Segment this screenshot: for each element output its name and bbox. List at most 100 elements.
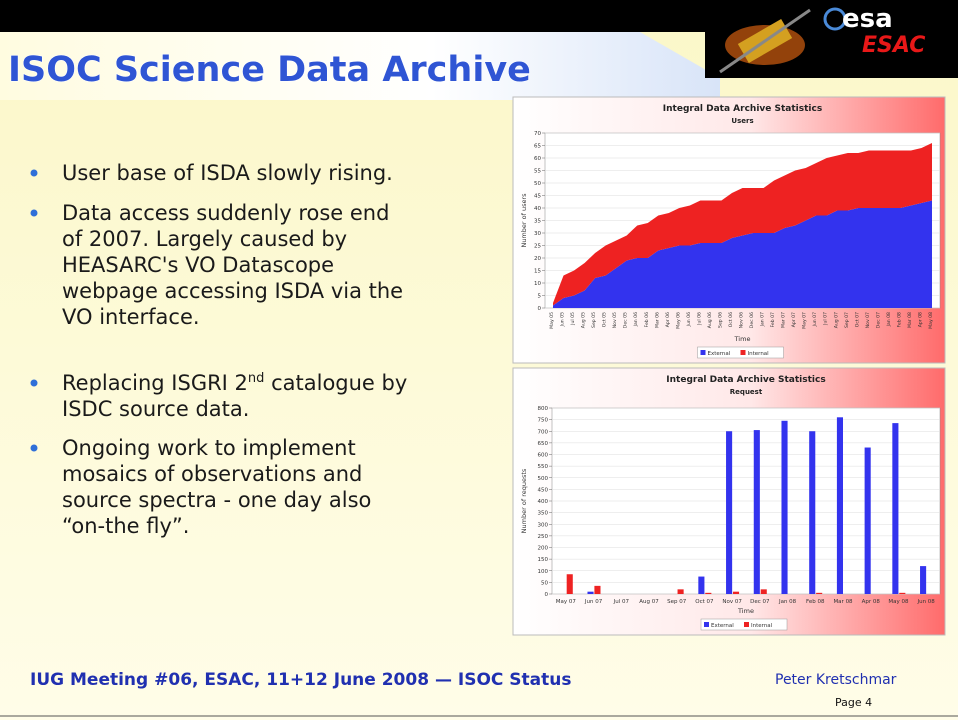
x-tick-label: Sep 07 — [667, 599, 687, 605]
x-tick-label: Jun 05 — [560, 312, 566, 328]
x-tick-label: Apr 07 — [791, 312, 797, 327]
legend-label: Internal — [748, 351, 770, 357]
bullet-text: catalogue by — [264, 371, 407, 395]
y-tick-label: 600 — [538, 453, 549, 459]
x-tick-label: Dec 07 — [750, 599, 770, 605]
x-tick-label: Jan 08 — [886, 312, 892, 327]
footer-page: Page 4 — [835, 696, 872, 709]
x-tick-label: Feb 07 — [770, 312, 776, 328]
x-tick-label: Nov 07 — [722, 599, 742, 605]
bullet-line: Data access suddenly rose end — [62, 201, 389, 225]
y-tick-label: 0 — [538, 306, 542, 312]
y-tick-label: 200 — [538, 546, 549, 552]
x-tick-label: Apr 06 — [665, 312, 671, 327]
y-tick-label: 40 — [534, 206, 541, 212]
x-tick-label: Nov 05 — [612, 312, 618, 328]
x-tick-label: Sep 07 — [844, 312, 850, 328]
x-tick-label: Sep 06 — [717, 312, 723, 328]
y-tick-label: 30 — [534, 231, 541, 237]
bullet-dot — [31, 380, 38, 387]
bullet-line: Ongoing work to implement — [62, 436, 356, 460]
x-tick-label: May 07 — [802, 312, 808, 329]
y-tick-label: 50 — [534, 181, 541, 187]
x-tick-label: Jul 06 — [696, 312, 702, 326]
y-tick-label: 5 — [538, 294, 542, 300]
footer-meeting: IUG Meeting #06, ESAC, 11+12 June 2008 —… — [30, 670, 571, 690]
bullet-dot — [31, 170, 38, 177]
x-tick-label: Aug 07 — [833, 312, 839, 328]
x-tick-label: May 06 — [675, 312, 681, 329]
x-tick-label: Feb 08 — [806, 599, 825, 605]
y-tick-label: 400 — [538, 499, 549, 505]
bar — [705, 593, 711, 594]
y-tick-label: 50 — [541, 580, 548, 586]
y-tick-label: 65 — [534, 144, 541, 150]
y-tick-label: 250 — [538, 534, 549, 540]
x-tick-label: Jul 07 — [613, 599, 630, 605]
y-tick-label: 750 — [538, 418, 549, 424]
bar — [678, 589, 684, 594]
bar — [809, 431, 815, 594]
x-tick-label: Feb 06 — [644, 312, 650, 328]
x-tick-label: Nov 06 — [739, 312, 745, 328]
x-tick-label: Mar 08 — [907, 312, 913, 328]
y-axis-label: Number of users — [520, 193, 528, 248]
bullet-line: Replacing ISGRI 2nd catalogue by — [62, 371, 407, 395]
chart: Integral Data Archive StatisticsRequest0… — [513, 368, 945, 635]
chart: Integral Data Archive Statistics Users 0 5 1… — [513, 97, 945, 363]
bar — [892, 423, 898, 594]
x-tick-label: Jun 07 — [812, 312, 818, 328]
bar — [837, 417, 843, 594]
chart-title: Integral Data Archive Statistics — [666, 375, 825, 385]
chart-subtitle: Users — [731, 117, 753, 125]
bullet-text: Replacing ISGRI 2 — [62, 371, 248, 395]
bullet-line: “on-the fly”. — [62, 514, 189, 538]
x-tick-label: Apr 08 — [862, 599, 881, 605]
x-tick-label: Mar 06 — [654, 312, 660, 328]
bar — [865, 448, 871, 594]
logo-esac: ESAC — [862, 33, 925, 58]
bar — [726, 431, 732, 594]
legend-label: External — [711, 623, 734, 629]
x-tick-label: Dec 06 — [749, 312, 755, 328]
x-tick-label: Aug 07 — [639, 599, 659, 605]
legend-label: External — [708, 351, 731, 357]
x-tick-label: Sep 05 — [591, 312, 597, 328]
x-tick-label: Mar 08 — [833, 599, 853, 605]
chart-title: Integral Data Archive Statistics — [663, 104, 822, 114]
bullet-line: mosaics of observations and — [62, 462, 362, 486]
y-tick-label: 35 — [534, 219, 541, 225]
x-tick-label: Oct 05 — [602, 312, 608, 327]
bar — [698, 577, 704, 594]
x-tick-label: Jul 07 — [823, 312, 829, 326]
bullet-line: VO interface. — [62, 305, 200, 329]
chart-subtitle: Request — [730, 388, 763, 396]
x-tick-label: Aug 05 — [581, 312, 587, 328]
x-axis-label: Time — [734, 335, 751, 343]
y-tick-label: 10 — [534, 281, 541, 287]
y-tick-label: 150 — [538, 557, 549, 563]
x-tick-label: Jan 08 — [778, 599, 797, 605]
y-tick-label: 15 — [534, 269, 541, 275]
x-tick-label: Oct 07 — [695, 599, 714, 605]
bar — [816, 593, 822, 594]
y-tick-label: 550 — [538, 464, 549, 470]
bar — [781, 421, 787, 594]
slide: esa ESAC ISOC Science Data Archive User … — [0, 0, 958, 720]
x-tick-label: Dec 07 — [875, 312, 881, 328]
x-tick-label: Oct 07 — [854, 312, 860, 327]
x-axis-label: Time — [737, 607, 754, 615]
legend-swatch — [741, 350, 746, 355]
x-tick-label: Jan 07 — [760, 312, 766, 327]
footer-author: Peter Kretschmar — [775, 672, 897, 688]
y-tick-label: 350 — [538, 511, 549, 517]
bullet-line: HEASARC's VO Datascope — [62, 253, 334, 277]
y-axis-label: Number of requests — [520, 468, 528, 533]
legend-swatch — [701, 350, 706, 355]
y-tick-label: 650 — [538, 441, 549, 447]
x-tick-label: May 05 — [549, 312, 555, 329]
x-tick-label: Apr 08 — [917, 312, 923, 327]
bullet-line: User base of ISDA slowly rising. — [62, 161, 393, 185]
x-tick-label: Jun 08 — [916, 599, 935, 605]
legend-swatch — [704, 622, 709, 627]
